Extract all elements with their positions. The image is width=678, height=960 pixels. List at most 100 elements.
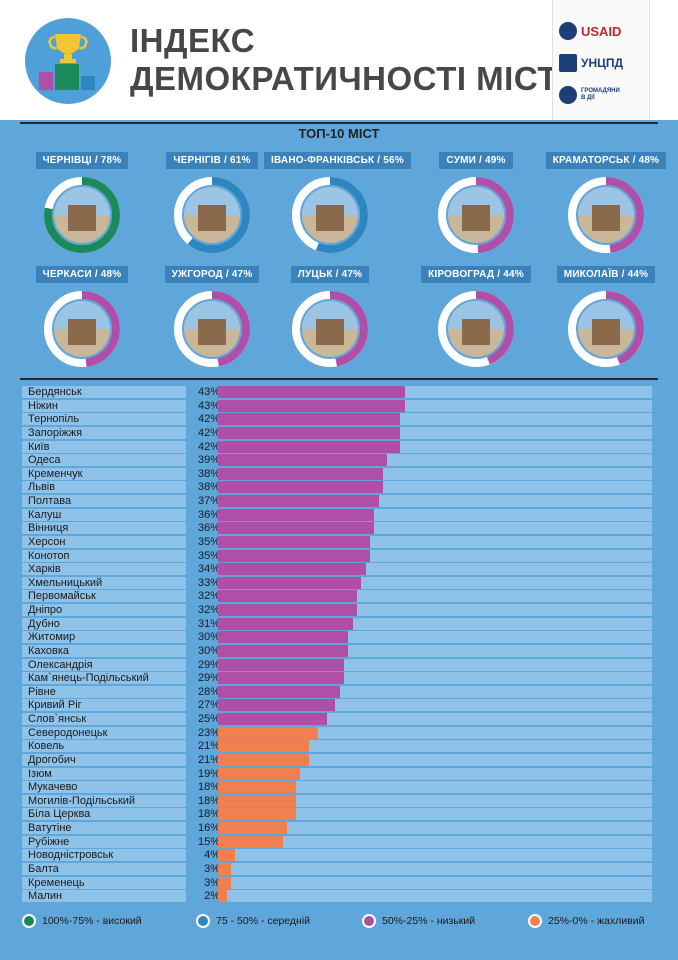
- bar-row: Могилів-Подільський 18%: [22, 794, 652, 809]
- legend-label-poor: 25%-0% - жахливий: [548, 915, 645, 927]
- value-label: 32%: [197, 590, 220, 603]
- city-photo-building: [68, 205, 96, 231]
- bar-row: Дубно 31%: [22, 617, 652, 632]
- value-label: 27%: [197, 699, 220, 712]
- top-city-label: СУМИ / 49%: [439, 152, 513, 169]
- value-label: 29%: [197, 658, 220, 671]
- bar-row: Мукачево 18%: [22, 781, 652, 795]
- legend-item-high: 100%-75% - високий: [22, 914, 142, 928]
- bar-row: Ізюм 19%: [22, 767, 652, 782]
- header: ІНДЕКС ДЕМОКРАТИЧНОСТІ МІСТ USAID УНЦПД …: [0, 0, 678, 120]
- legend-item-poor: 25%-0% - жахливий: [528, 914, 644, 928]
- bar: [218, 740, 310, 753]
- bar-track: [218, 740, 652, 753]
- bar-row: Ніжин 43%: [22, 399, 652, 414]
- bar: [218, 890, 227, 903]
- bar: [218, 440, 401, 453]
- bar: [218, 862, 232, 875]
- city-name: Дрогобич: [22, 753, 186, 766]
- bar: [218, 576, 362, 589]
- bar-row: Львів 38%: [22, 481, 652, 495]
- value-label: 28%: [197, 685, 220, 698]
- city-name: Запоріжжя: [22, 426, 186, 439]
- bar: [218, 631, 349, 644]
- value-label: 25%: [197, 713, 220, 725]
- bar-row: Олександрія 29%: [22, 658, 652, 673]
- bar: [218, 672, 344, 685]
- top-city-ring: [438, 291, 514, 367]
- bar: [218, 822, 288, 834]
- ring-value-arc: [292, 177, 368, 253]
- top-city-2: ЧЕРНІГІВ / 61%: [146, 150, 278, 255]
- city-name: Ковель: [22, 740, 186, 753]
- ring-value-arc: [292, 291, 368, 367]
- top-city-ring: [568, 177, 644, 253]
- value-label: 33%: [197, 576, 220, 589]
- city-name: Кременчук: [22, 467, 186, 480]
- legend: 100%-75% - високий 75 - 50% - середній 5…: [0, 914, 678, 934]
- citizens-logo-text: ГРОМАДЯНИ В ДІЇ: [581, 88, 620, 101]
- top-city-9: КІРОВОГРАД / 44%: [410, 264, 542, 369]
- city-name: Мукачево: [22, 781, 186, 794]
- top-city-ring: [292, 177, 368, 253]
- usaid-logo: USAID: [559, 20, 621, 42]
- city-name: Северодонецьк: [22, 726, 186, 739]
- city-name: Рівне: [22, 685, 186, 698]
- top-city-ring: [44, 177, 120, 253]
- bar: [218, 617, 353, 630]
- top-city-5: КРАМАТОРСЬК / 48%: [540, 150, 672, 255]
- bar-track: [218, 781, 652, 794]
- city-photo-building: [462, 205, 490, 231]
- city-name: Каховка: [22, 644, 186, 657]
- city-name: Конотоп: [22, 549, 186, 562]
- bar: [218, 481, 383, 494]
- bar-track: [218, 890, 652, 903]
- ring-value-arc: [44, 177, 120, 253]
- top-divider: [20, 122, 658, 124]
- bar: [218, 781, 297, 794]
- legend-swatch-medium: [196, 914, 210, 928]
- uncpd-logo-text: УНЦПД: [581, 56, 624, 70]
- bar: [218, 713, 327, 725]
- bottom-divider: [20, 378, 658, 380]
- top-city-1: ЧЕРНІВЦІ / 78%: [16, 150, 148, 255]
- city-name: Ніжин: [22, 399, 186, 412]
- bar-row: Кам`янець-Подільський 29%: [22, 672, 652, 686]
- value-label: 35%: [197, 535, 220, 548]
- bar: [218, 767, 301, 780]
- value-label: 42%: [197, 426, 220, 439]
- value-label: 3%: [204, 876, 220, 889]
- value-label: 30%: [197, 644, 220, 657]
- value-label: 3%: [204, 862, 220, 875]
- city-name: Рубіжне: [22, 835, 186, 848]
- city-name: Кременець: [22, 876, 186, 889]
- citizens-mark-icon: [559, 86, 577, 104]
- legend-item-low: 50%-25% - низький: [362, 914, 475, 928]
- city-name: Могилів-Подільський: [22, 794, 186, 807]
- ring-value-arc: [568, 291, 644, 367]
- value-label: 16%: [197, 822, 220, 834]
- bar: [218, 413, 401, 426]
- city-name: Кривий Ріг: [22, 699, 186, 712]
- city-photo-building: [462, 319, 490, 345]
- bar-track: [218, 713, 652, 725]
- sponsor-logos: USAID УНЦПД ГРОМАДЯНИ В ДІЇ: [552, 0, 650, 120]
- bar: [218, 835, 284, 848]
- value-label: 32%: [197, 604, 220, 616]
- top-city-ring: [174, 177, 250, 253]
- bar-row: Калуш 36%: [22, 508, 652, 523]
- usaid-logo-text: USAID: [581, 23, 622, 39]
- bar-track: [218, 835, 652, 848]
- city-photo-building: [592, 205, 620, 231]
- value-label: 29%: [197, 672, 220, 685]
- rating-bar-chart: Бердянськ 43% Ніжин 43% Тернопіль 42% Запоріжж…: [22, 386, 652, 904]
- bar-track: [218, 876, 652, 889]
- value-label: 39%: [197, 454, 220, 467]
- bar-row: Северодонецьк 23%: [22, 726, 652, 741]
- bar-row: Біла Церква 18%: [22, 808, 652, 822]
- value-label: 23%: [197, 726, 220, 739]
- value-label: 36%: [197, 522, 220, 535]
- bar: [218, 426, 401, 439]
- city-name: Новодністровськ: [22, 849, 186, 862]
- legend-label-medium: 75 - 50% - середній: [216, 915, 311, 927]
